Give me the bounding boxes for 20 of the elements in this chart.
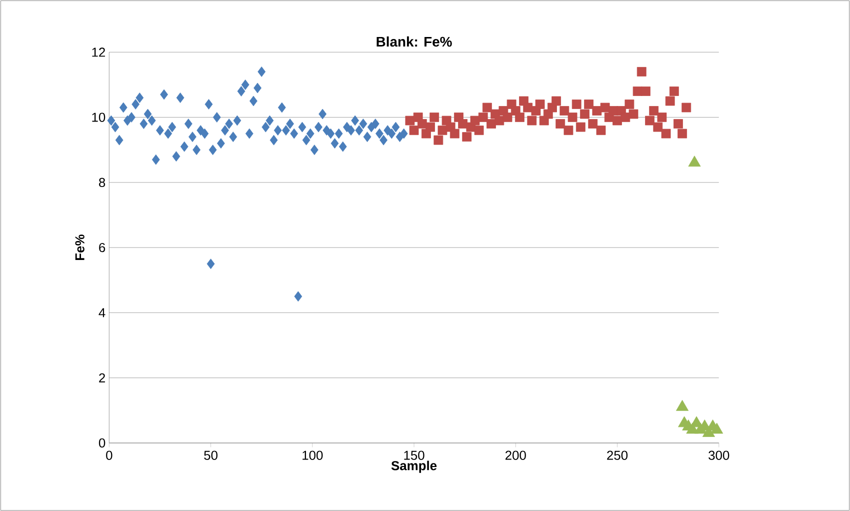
y-tick-label: 12	[92, 48, 105, 57]
y-tick-label: 0	[98, 438, 106, 448]
point	[710, 422, 724, 434]
x-axis-title: Sample	[391, 460, 437, 473]
y-tick-label: 10	[92, 112, 106, 122]
chart-title: Blank: Fe%	[376, 36, 452, 47]
x-tick-label: 250	[607, 450, 628, 460]
y-tick-label: 4	[98, 308, 106, 318]
x-tick-label: 150	[404, 450, 424, 460]
y-tick-label: 2	[99, 373, 105, 382]
x-tick-label: 300	[708, 450, 730, 460]
x-tick-label: 0	[106, 450, 112, 460]
point	[676, 400, 689, 411]
x-tick-label: 200	[505, 450, 526, 460]
y-tick-label: 8	[99, 178, 106, 187]
x-tick-label: 50	[204, 450, 218, 460]
y-tick-label: 6	[99, 242, 106, 252]
point	[688, 156, 701, 167]
x-tick-label: 100	[302, 450, 323, 460]
y-axis-title: Fe%	[75, 234, 84, 260]
